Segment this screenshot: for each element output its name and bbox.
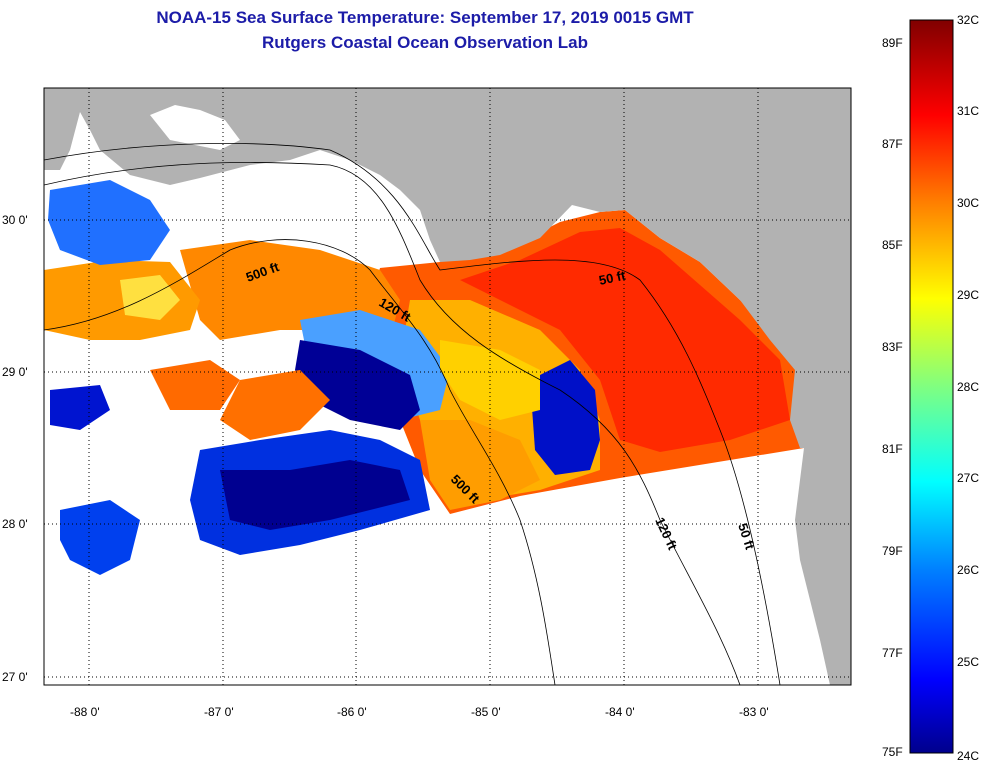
graticule	[44, 88, 851, 685]
colorbar-label-f: 77F	[882, 646, 903, 660]
colorbar-label-c: 26C	[957, 563, 980, 577]
lat-tick: 28 0'	[2, 517, 28, 531]
colorbar-label-c: 25C	[957, 655, 980, 669]
map-subtitle: Rutgers Coastal Ocean Observation Lab	[262, 33, 588, 52]
colorbar-label-f: 85F	[882, 238, 903, 252]
colorbar-label-f: 87F	[882, 137, 903, 151]
colorbar-label-c: 29C	[957, 288, 980, 302]
colorbar	[909, 19, 954, 754]
lon-tick: -85 0'	[471, 705, 501, 719]
lat-tick: 27 0'	[2, 670, 28, 684]
isobath-120ft	[44, 162, 741, 685]
lat-tick: 29 0'	[2, 365, 28, 379]
map-frame	[43, 87, 852, 686]
colorbar-label-f: 75F	[882, 745, 903, 759]
lon-tick: -86 0'	[337, 705, 367, 719]
lon-tick: -87 0'	[204, 705, 234, 719]
lon-tick: -83 0'	[739, 705, 769, 719]
lon-tick: -84 0'	[605, 705, 635, 719]
isobath-label: 50 ft	[598, 268, 628, 288]
isobath-500ft	[44, 239, 556, 685]
colorbar-label-c: 31C	[957, 104, 980, 118]
colorbar-label-f: 83F	[882, 340, 903, 354]
isobath-50ft	[44, 143, 781, 685]
colorbar-label-c: 27C	[957, 471, 980, 485]
lat-tick: 30 0'	[2, 213, 28, 227]
colorbar-label-c: 30C	[957, 196, 980, 210]
colorbar-label-c: 24C	[957, 749, 980, 763]
sst-swath	[44, 180, 805, 575]
isobath-contours	[44, 143, 781, 685]
colorbar-label-f: 89F	[882, 36, 903, 50]
colorbar-label-c: 28C	[957, 380, 980, 394]
land	[44, 88, 851, 685]
lon-tick: -88 0'	[70, 705, 100, 719]
map-title: NOAA-15 Sea Surface Temperature: Septemb…	[156, 8, 694, 27]
colorbar-label-c: 32C	[957, 13, 980, 27]
colorbar-label-f: 79F	[882, 544, 903, 558]
colorbar-label-f: 81F	[882, 442, 903, 456]
